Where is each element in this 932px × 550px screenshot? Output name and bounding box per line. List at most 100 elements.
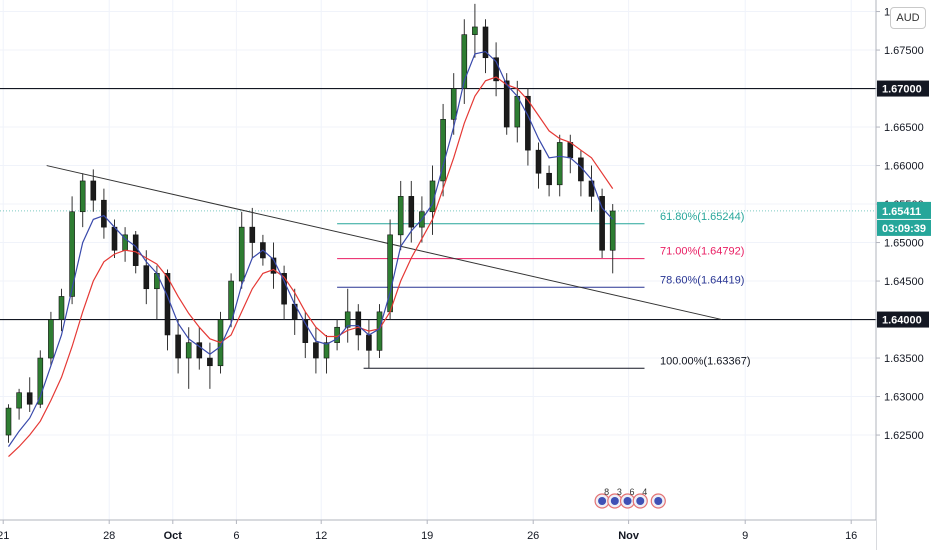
candle-body <box>90 180 97 201</box>
candle-body <box>323 342 330 359</box>
candle <box>323 334 330 374</box>
horizontal-levels[interactable] <box>0 87 876 321</box>
candle <box>472 3 478 58</box>
time-tick-label: 9 <box>742 530 748 542</box>
candle-body <box>154 273 160 290</box>
event-marker-count: 4 <box>642 487 647 497</box>
candle <box>588 165 595 212</box>
current-price-tag[interactable] <box>877 201 931 219</box>
event-marker[interactable] <box>650 493 666 509</box>
candle <box>535 142 542 189</box>
time-tick-label: 19 <box>421 530 433 542</box>
candle <box>599 188 605 258</box>
candle <box>546 165 552 197</box>
countdown-tag <box>877 219 931 236</box>
candle-body <box>546 172 552 186</box>
candle-body <box>48 319 54 359</box>
candle <box>578 150 584 197</box>
candle-body <box>101 199 107 228</box>
candle-body <box>493 57 499 82</box>
price-tick-label: 1.63500 <box>884 353 924 365</box>
candle <box>461 19 468 104</box>
candle <box>525 88 531 166</box>
candle-body <box>185 342 192 359</box>
candle-body <box>175 334 181 359</box>
currency-badge[interactable]: AUD <box>890 7 926 29</box>
candle <box>58 288 65 332</box>
time-tick-label: 12 <box>315 530 327 542</box>
event-marker[interactable]: 6 <box>619 487 636 509</box>
time-tick-label: 16 <box>845 530 857 542</box>
flag-icon-inner <box>598 497 607 505</box>
candle <box>122 227 128 262</box>
candle <box>302 311 309 359</box>
level-price-tag[interactable] <box>877 311 929 328</box>
price-tick-label: 1.62500 <box>884 430 924 442</box>
event-marker-count: 8 <box>604 487 609 497</box>
trendline[interactable] <box>46 165 722 321</box>
candle-body <box>58 296 65 320</box>
fibonacci-retracement[interactable]: 61.80%(1.65244) 71.00%(1.64792) 78.60%(1.6… <box>337 211 751 369</box>
time-tick-label: 21 <box>0 530 9 542</box>
candle-body <box>376 311 383 351</box>
candle <box>503 73 510 135</box>
fib-level-label: 100.00%(1.63367) <box>660 355 751 367</box>
level-price-tag[interactable] <box>877 80 929 97</box>
candle <box>16 388 22 420</box>
candle-body <box>196 342 203 359</box>
candle-body <box>461 34 468 89</box>
candle-body <box>535 149 542 174</box>
candle <box>196 327 203 370</box>
candle <box>387 219 393 320</box>
time-tick-label: 26 <box>527 530 539 542</box>
candle <box>238 211 245 289</box>
candle-body <box>482 26 489 59</box>
candle-body <box>567 142 574 159</box>
trendline-group[interactable] <box>46 165 722 321</box>
candle-body <box>302 319 309 343</box>
price-tick-label: 1.66500 <box>884 122 924 134</box>
countdown-label: 03:09:39 <box>882 223 926 235</box>
candle-body <box>132 234 139 266</box>
candle-body <box>16 392 22 409</box>
price-axis[interactable]: 1.62500 1.63000 1.63500 1.64000 1.64500 1.650… <box>875 0 932 550</box>
candle <box>37 350 44 409</box>
candle-body <box>397 196 404 236</box>
candle-body <box>69 211 75 297</box>
candle <box>281 265 287 320</box>
time-tick-label: Nov <box>618 530 640 542</box>
event-marker[interactable]: 3 <box>607 487 623 509</box>
candle-body <box>599 196 605 251</box>
price-tick-label: 1.64500 <box>884 276 924 288</box>
time-axis-background <box>0 520 876 550</box>
candle <box>185 327 192 389</box>
candle <box>440 103 446 197</box>
flag-icon-inner <box>654 497 663 505</box>
time-tick-label: Oct <box>164 530 183 542</box>
candle <box>143 250 150 305</box>
candle <box>482 19 489 74</box>
candle <box>429 165 436 235</box>
candle <box>493 42 499 97</box>
event-marker-count: 3 <box>617 487 622 497</box>
level-price-tag-label: 1.67000 <box>882 84 922 96</box>
candle <box>90 169 97 212</box>
event-marker-count: 6 <box>630 487 635 497</box>
time-axis[interactable]: 21 28 Oct 6 12 19 26 Nov 9 16 <box>0 519 876 550</box>
candle-body <box>344 311 351 328</box>
event-marker[interactable]: 8 <box>594 487 610 509</box>
time-tick-label: 6 <box>233 530 239 542</box>
candle <box>207 342 213 389</box>
candle-body <box>609 210 616 251</box>
time-tick-label: 28 <box>103 530 115 542</box>
candle-body <box>472 26 478 35</box>
candle <box>313 327 319 374</box>
event-marker[interactable]: 4 <box>632 487 648 509</box>
price-tick-label: 1.67500 <box>884 45 924 57</box>
candle <box>376 304 383 359</box>
candle <box>26 377 33 412</box>
fib-level-label: 61.80%(1.65244) <box>660 211 744 223</box>
candle <box>366 319 372 369</box>
